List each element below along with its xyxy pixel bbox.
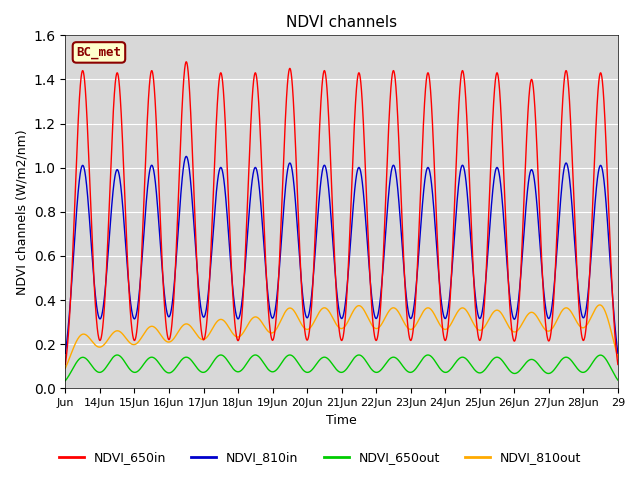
NDVI_650out — [90, 365, 97, 371]
NDVI_650in — [413, 282, 420, 288]
NDVI_810out — [388, 305, 396, 311]
Line: NDVI_810in: NDVI_810in — [65, 156, 618, 353]
NDVI_650in — [61, 361, 69, 367]
NDVI_650out — [388, 354, 396, 360]
NDVI_650in — [614, 361, 621, 367]
NDVI_650in — [182, 59, 190, 65]
NDVI_810out — [413, 321, 420, 327]
NDVI_810in — [61, 350, 69, 356]
Line: NDVI_650out: NDVI_650out — [65, 355, 618, 381]
X-axis label: Time: Time — [326, 414, 357, 427]
NDVI_810out — [90, 340, 97, 346]
Line: NDVI_810out: NDVI_810out — [65, 305, 618, 368]
NDVI_810out — [596, 302, 604, 308]
NDVI_810in — [471, 290, 479, 296]
NDVI_810out — [471, 323, 479, 329]
NDVI_810out — [500, 316, 508, 322]
NDVI_810in — [262, 264, 269, 269]
NDVI_810out — [262, 325, 269, 331]
Text: BC_met: BC_met — [76, 46, 122, 59]
NDVI_650in — [388, 71, 396, 77]
Legend: NDVI_650in, NDVI_810in, NDVI_650out, NDVI_810out: NDVI_650in, NDVI_810in, NDVI_650out, NDV… — [54, 446, 586, 469]
Title: NDVI channels: NDVI channels — [286, 15, 397, 30]
NDVI_810out — [614, 354, 621, 360]
NDVI_650out — [252, 352, 259, 358]
NDVI_810in — [500, 228, 508, 233]
Line: NDVI_650in: NDVI_650in — [65, 62, 618, 364]
NDVI_810in — [413, 280, 420, 286]
NDVI_650out — [471, 367, 479, 373]
Y-axis label: NDVI channels (W/m2/nm): NDVI channels (W/m2/nm) — [15, 129, 28, 295]
NDVI_810in — [388, 164, 396, 169]
NDVI_650in — [262, 255, 269, 261]
NDVI_650in — [471, 300, 479, 305]
NDVI_650in — [500, 192, 508, 197]
NDVI_810in — [614, 350, 621, 356]
NDVI_810in — [182, 154, 190, 159]
NDVI_650out — [413, 365, 420, 371]
NDVI_810out — [61, 365, 69, 371]
NDVI_650out — [262, 363, 269, 369]
NDVI_650out — [61, 378, 69, 384]
NDVI_810in — [90, 267, 97, 273]
NDVI_650out — [500, 361, 508, 367]
NDVI_650out — [614, 377, 621, 383]
NDVI_650in — [90, 261, 97, 267]
